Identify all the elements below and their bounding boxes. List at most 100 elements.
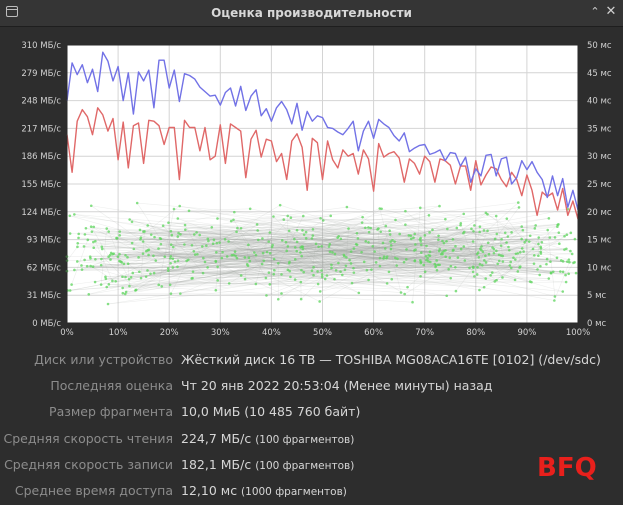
access-time-point — [204, 261, 207, 264]
access-time-point — [92, 265, 95, 268]
access-time-point — [331, 251, 334, 254]
access-time-point — [386, 282, 389, 285]
access-time-point — [550, 271, 553, 274]
access-time-point — [320, 245, 323, 248]
access-time-point — [384, 247, 387, 250]
access-time-point — [564, 274, 567, 277]
access-time-point — [529, 280, 532, 283]
y-left-tick-label: 0 МБ/с — [32, 319, 61, 329]
access-time-point — [385, 225, 388, 228]
access-time-point — [424, 271, 427, 274]
access-time-point — [288, 229, 291, 232]
access-time-point — [428, 231, 431, 234]
access-time-point — [248, 256, 251, 259]
access-time-point — [388, 271, 391, 274]
access-time-point — [517, 270, 520, 273]
close-icon[interactable]: ✕ — [604, 5, 618, 19]
access-time-point — [107, 255, 110, 258]
access-time-point — [385, 257, 388, 260]
access-time-point — [340, 237, 343, 240]
access-time-point — [448, 256, 451, 259]
access-time-point — [539, 246, 542, 249]
access-time-point — [268, 271, 271, 274]
access-time-point — [301, 229, 304, 232]
access-time-point — [452, 238, 455, 241]
access-time-point — [496, 263, 499, 266]
access-time-point — [529, 234, 532, 237]
access-time-point — [328, 245, 331, 248]
access-time-point — [312, 266, 315, 269]
access-time-point — [534, 227, 537, 230]
access-time-point — [429, 250, 432, 253]
access-time-point — [473, 224, 476, 227]
access-time-point — [269, 231, 272, 234]
access-time-point — [459, 224, 462, 227]
access-time-point — [522, 229, 525, 232]
access-time-point — [351, 282, 354, 285]
access-time-point — [370, 268, 373, 271]
access-time-point — [111, 280, 114, 283]
access-time-point — [410, 238, 413, 241]
access-time-point — [172, 257, 175, 260]
access-time-point — [107, 303, 110, 306]
access-time-point — [367, 279, 370, 282]
access-time-point — [84, 233, 87, 236]
access-time-point — [226, 255, 229, 258]
access-time-point — [273, 258, 276, 261]
access-time-point — [90, 204, 93, 207]
access-time-point — [68, 215, 71, 218]
y-left-tick-label: 62 МБ/с — [27, 263, 62, 273]
access-time-point — [256, 223, 259, 226]
access-time-point — [414, 243, 417, 246]
access-time-point — [450, 265, 453, 268]
access-time-point — [479, 247, 482, 250]
access-time-point — [131, 242, 134, 245]
access-time-point — [94, 281, 97, 284]
access-time-point — [216, 217, 219, 220]
access-time-point — [435, 259, 438, 262]
access-time-point — [426, 257, 429, 260]
access-time-point — [360, 251, 363, 254]
access-time-point — [481, 264, 484, 267]
access-time-point — [321, 276, 324, 279]
access-time-point — [145, 275, 148, 278]
access-time-point — [546, 258, 549, 261]
info-value: 10,0 МиБ (10 485 760 байт) — [181, 404, 360, 419]
access-time-point — [449, 277, 452, 280]
access-time-point — [269, 283, 272, 286]
access-time-point — [373, 250, 376, 253]
access-time-point — [371, 245, 374, 248]
access-time-point — [348, 259, 351, 262]
access-time-point — [361, 216, 364, 219]
access-time-point — [305, 237, 308, 240]
access-time-point — [534, 224, 537, 227]
access-time-point — [160, 243, 163, 246]
access-time-point — [255, 283, 258, 286]
access-time-point — [347, 227, 350, 230]
access-time-point — [411, 301, 414, 304]
chevron-up-icon[interactable]: ⌃ — [588, 5, 602, 19]
access-time-point — [559, 270, 562, 273]
y-left-tick-label: 31 МБ/с — [27, 291, 62, 301]
access-time-point — [472, 240, 475, 243]
access-time-point — [557, 223, 560, 226]
access-time-point — [257, 239, 260, 242]
access-time-point — [86, 265, 89, 268]
access-time-point — [427, 260, 430, 263]
x-tick-label: 10% — [109, 328, 128, 338]
access-time-point — [445, 294, 448, 297]
access-time-point — [285, 250, 288, 253]
x-tick-label: 90% — [517, 328, 536, 338]
access-time-point — [525, 239, 528, 242]
access-time-point — [321, 273, 324, 276]
access-time-point — [473, 275, 476, 278]
access-time-point — [533, 254, 536, 257]
access-time-point — [216, 242, 219, 245]
access-time-point — [133, 248, 136, 251]
access-time-point — [206, 237, 209, 240]
access-time-point — [271, 246, 274, 249]
access-time-point — [111, 253, 114, 256]
access-time-point — [425, 255, 428, 258]
access-time-point — [457, 256, 460, 259]
y-left-tick-label: 186 МБ/с — [21, 152, 61, 162]
